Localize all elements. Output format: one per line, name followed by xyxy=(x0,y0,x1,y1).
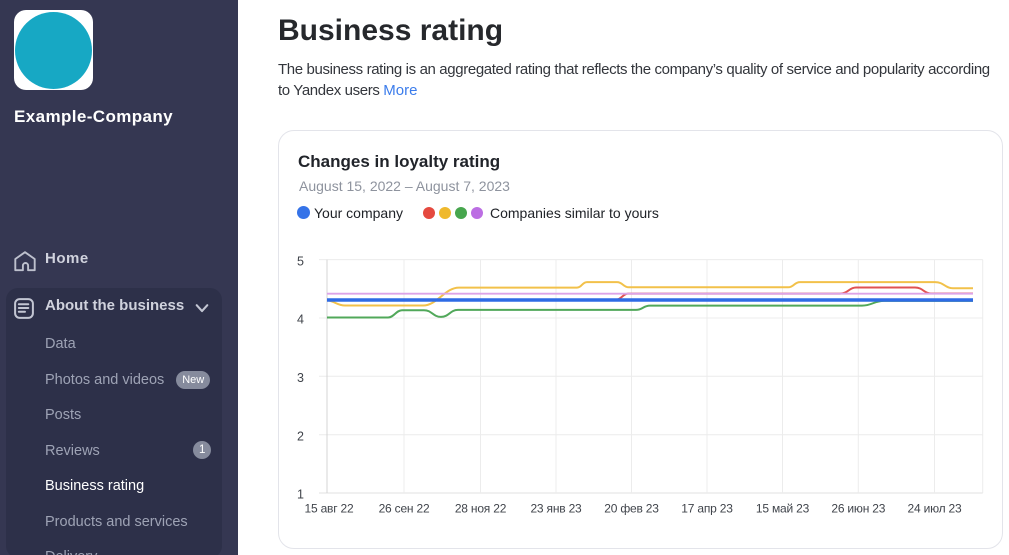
svg-text:2: 2 xyxy=(297,429,304,443)
svg-text:3: 3 xyxy=(297,371,304,385)
svg-text:23 янв 23: 23 янв 23 xyxy=(530,502,582,516)
svg-text:26 сен 22: 26 сен 22 xyxy=(379,502,430,516)
svg-text:20 фев 23: 20 фев 23 xyxy=(604,502,659,516)
svg-text:1: 1 xyxy=(297,488,304,502)
svg-text:5: 5 xyxy=(297,254,304,268)
svg-text:15 май 23: 15 май 23 xyxy=(756,502,810,516)
svg-text:26 июн 23: 26 июн 23 xyxy=(831,502,885,516)
svg-text:4: 4 xyxy=(297,313,304,327)
svg-text:17 апр 23: 17 апр 23 xyxy=(681,502,733,516)
svg-text:28 ноя 22: 28 ноя 22 xyxy=(455,502,507,516)
svg-text:15 авг 22: 15 авг 22 xyxy=(305,502,355,516)
svg-text:24 июл 23: 24 июл 23 xyxy=(907,502,962,516)
